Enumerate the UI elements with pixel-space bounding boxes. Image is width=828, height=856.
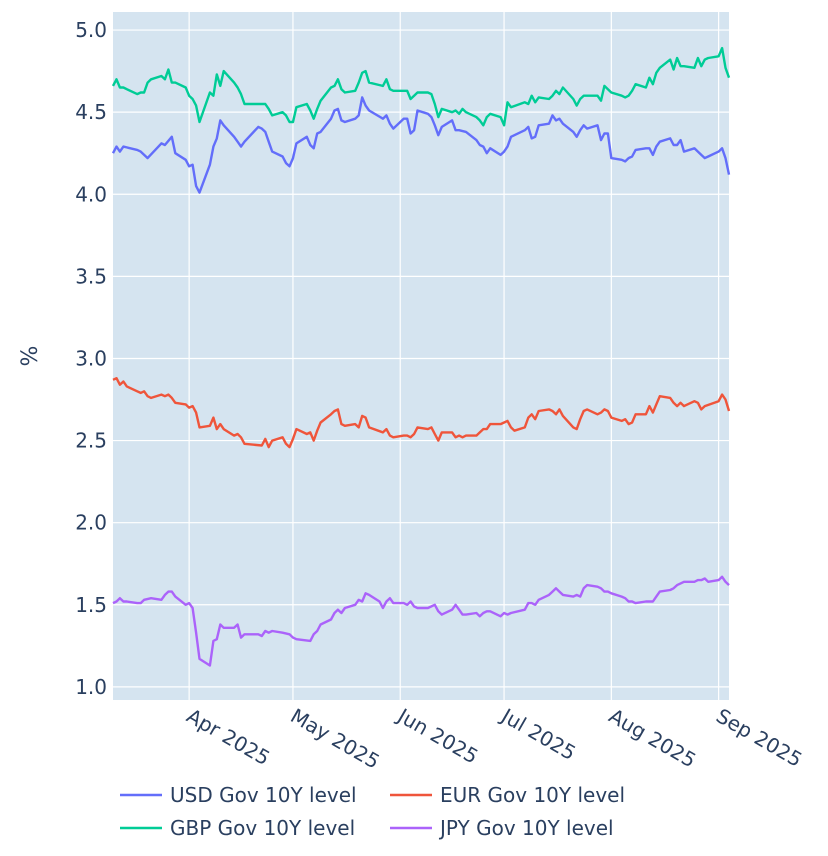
y-tick-label: 2.0 (75, 511, 107, 535)
y-tick-label: 3.5 (75, 264, 107, 288)
x-tick-label: Jul 2025 (496, 703, 580, 765)
legend-item-usd[interactable]: USD Gov 10Y level (120, 783, 357, 807)
y-tick-label: 5.0 (75, 18, 107, 42)
y-tick-label: 2.5 (75, 429, 107, 453)
x-tick-label: Aug 2025 (605, 704, 700, 773)
grid-lines (113, 12, 729, 700)
legend-item-gbp[interactable]: GBP Gov 10Y level (120, 816, 355, 840)
y-tick-label: 3.0 (75, 346, 107, 370)
legend-label: USD Gov 10Y level (170, 783, 357, 807)
x-axis-tick-labels: Apr 2025 May 2025 Jun 2025 Jul 2025 Aug 2025… (183, 703, 807, 774)
legend: USD Gov 10Y level EUR Gov 10Y level GBP Go… (120, 783, 625, 840)
legend-label: EUR Gov 10Y level (440, 783, 625, 807)
y-axis-label: % (18, 346, 43, 367)
plot-area (113, 12, 729, 700)
series-line-usd (111, 96, 731, 194)
legend-item-eur[interactable]: EUR Gov 10Y level (390, 783, 625, 807)
legend-label: GBP Gov 10Y level (170, 816, 355, 840)
legend-item-jpy[interactable]: JPY Gov 10Y level (390, 816, 614, 840)
x-tick-label: Apr 2025 (183, 704, 275, 771)
y-tick-label: 4.0 (75, 182, 107, 206)
y-axis-tick-labels: 1.0 1.5 2.0 2.5 3.0 3.5 4.0 4.5 5.0 (75, 18, 107, 699)
series-line-gbp (111, 46, 731, 127)
y-tick-label: 4.5 (75, 100, 107, 124)
legend-label: JPY Gov 10Y level (438, 816, 614, 840)
series-line-jpy (112, 575, 730, 667)
x-tick-label: Sep 2025 (712, 704, 806, 772)
y-tick-label: 1.5 (75, 593, 107, 617)
series-line-eur (112, 377, 731, 449)
y-tick-label: 1.0 (75, 675, 107, 699)
series-lines (111, 46, 731, 667)
x-tick-label: May 2025 (286, 704, 383, 774)
x-tick-label: Jun 2025 (392, 703, 482, 769)
